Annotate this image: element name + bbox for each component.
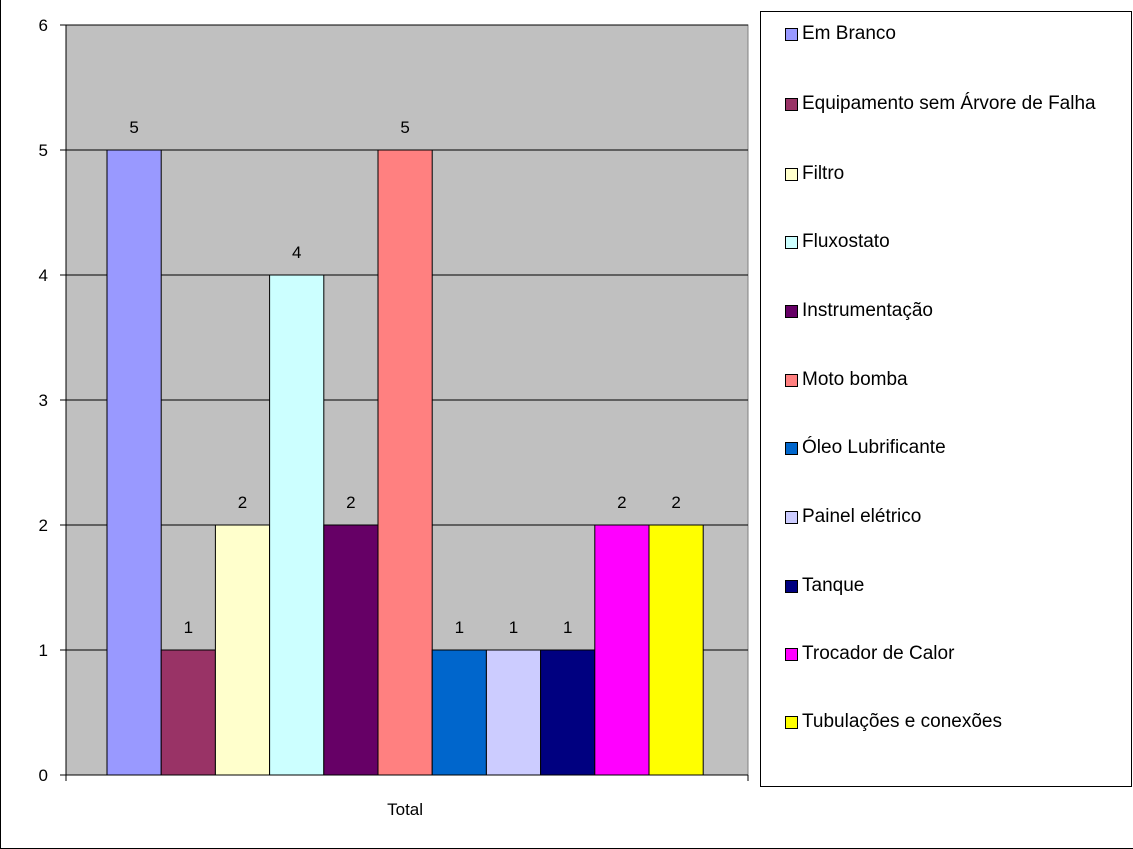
- legend-label: Óleo Lubrificante: [802, 436, 946, 460]
- bar: [649, 525, 703, 775]
- data-label: 2: [671, 493, 680, 512]
- legend-swatch: [785, 716, 798, 729]
- legend-swatch: [785, 98, 798, 111]
- y-tick-label: 3: [39, 391, 48, 410]
- legend-item: Em Branco: [785, 22, 1115, 46]
- legend-swatch: [785, 28, 798, 41]
- legend-item: Óleo Lubrificante: [785, 436, 1115, 460]
- bar: [541, 650, 595, 775]
- legend-label: Em Branco: [802, 22, 896, 46]
- bar: [378, 150, 432, 775]
- legend-label: Equipamento sem Árvore de Falha: [802, 92, 1096, 116]
- legend-swatch: [785, 511, 798, 524]
- legend-swatch: [785, 580, 798, 593]
- bar: [432, 650, 486, 775]
- bar: [595, 525, 649, 775]
- legend-label: Painel elétrico: [802, 505, 921, 529]
- data-label: 4: [292, 243, 301, 262]
- legend-item: Tanque: [785, 574, 1115, 598]
- legend-swatch: [785, 648, 798, 661]
- bar: [324, 525, 378, 775]
- y-tick-label: 5: [39, 141, 48, 160]
- legend-label: Instrumentação: [802, 299, 933, 323]
- legend-label: Fluxostato: [802, 230, 890, 254]
- bar: [107, 150, 161, 775]
- legend-item: Tubulações e conexões: [785, 710, 1115, 734]
- data-label: 5: [400, 118, 409, 137]
- legend-item: Equipamento sem Árvore de Falha: [785, 92, 1115, 116]
- legend-item: Fluxostato: [785, 230, 1115, 254]
- legend-item: Trocador de Calor: [785, 642, 1115, 666]
- y-tick-label: 1: [39, 641, 48, 660]
- legend-label: Tubulações e conexões: [802, 710, 1002, 734]
- y-tick-label: 4: [39, 266, 48, 285]
- legend-item: Filtro: [785, 162, 1115, 186]
- data-label: 5: [129, 118, 138, 137]
- legend-label: Trocador de Calor: [802, 642, 954, 666]
- y-tick-label: 2: [39, 516, 48, 535]
- legend-item: Painel elétrico: [785, 505, 1115, 529]
- data-label: 2: [617, 493, 626, 512]
- bar-chart: 0 1 2 3 4 5 6 5 1 2 4 2 5 1 1 1 2 2 Total: [0, 0, 760, 849]
- legend-label: Tanque: [802, 574, 864, 598]
- legend: Em Branco Equipamento sem Árvore de Falha…: [760, 11, 1132, 787]
- legend-swatch: [785, 442, 798, 455]
- legend-item: Moto bomba: [785, 368, 1115, 392]
- legend-swatch: [785, 236, 798, 249]
- y-tick-label: 6: [39, 16, 48, 35]
- y-tick-label: 0: [39, 766, 48, 785]
- legend-swatch: [785, 168, 798, 181]
- legend-swatch: [785, 305, 798, 318]
- data-label: 1: [455, 618, 464, 637]
- legend-label: Filtro: [802, 162, 844, 186]
- legend-swatch: [785, 374, 798, 387]
- bar: [486, 650, 540, 775]
- data-label: 2: [238, 493, 247, 512]
- bar: [215, 525, 269, 775]
- data-label: 2: [346, 493, 355, 512]
- legend-label: Moto bomba: [802, 368, 908, 392]
- x-axis-categories: Total: [387, 800, 423, 819]
- x-category-label: Total: [387, 800, 423, 819]
- data-label: 1: [184, 618, 193, 637]
- data-label: 1: [509, 618, 518, 637]
- legend-item: Instrumentação: [785, 299, 1115, 323]
- bar: [270, 275, 324, 775]
- data-label: 1: [563, 618, 572, 637]
- bar: [161, 650, 215, 775]
